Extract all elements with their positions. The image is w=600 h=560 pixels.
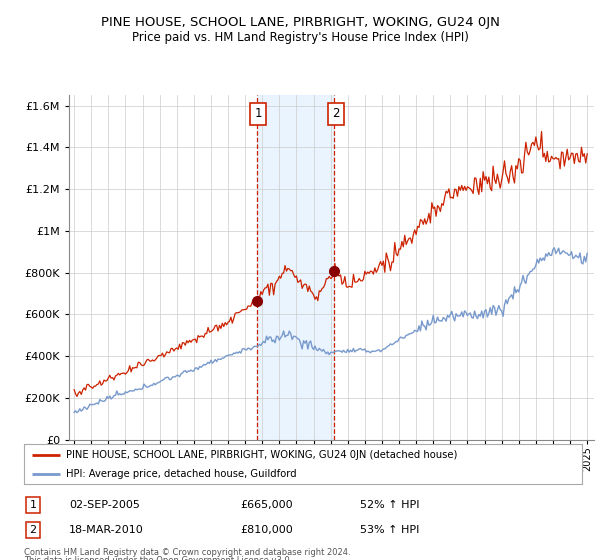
- Bar: [257, 95, 334, 440]
- Text: Price paid vs. HM Land Registry's House Price Index (HPI): Price paid vs. HM Land Registry's House …: [131, 31, 469, 44]
- Text: £810,000: £810,000: [240, 525, 293, 535]
- Text: PINE HOUSE, SCHOOL LANE, PIRBRIGHT, WOKING, GU24 0JN: PINE HOUSE, SCHOOL LANE, PIRBRIGHT, WOKI…: [101, 16, 499, 29]
- Text: HPI: Average price, detached house, Guildford: HPI: Average price, detached house, Guil…: [66, 469, 296, 478]
- Text: £665,000: £665,000: [240, 500, 293, 510]
- Text: 2: 2: [29, 525, 37, 535]
- Text: PINE HOUSE, SCHOOL LANE, PIRBRIGHT, WOKING, GU24 0JN (detached house): PINE HOUSE, SCHOOL LANE, PIRBRIGHT, WOKI…: [66, 450, 457, 460]
- Text: 1: 1: [29, 500, 37, 510]
- Text: 02-SEP-2005: 02-SEP-2005: [69, 500, 140, 510]
- Text: 2: 2: [332, 108, 340, 120]
- Text: 1: 1: [254, 108, 262, 120]
- Text: This data is licensed under the Open Government Licence v3.0.: This data is licensed under the Open Gov…: [24, 556, 292, 560]
- Text: Contains HM Land Registry data © Crown copyright and database right 2024.: Contains HM Land Registry data © Crown c…: [24, 548, 350, 557]
- Text: 53% ↑ HPI: 53% ↑ HPI: [360, 525, 419, 535]
- Text: 18-MAR-2010: 18-MAR-2010: [69, 525, 144, 535]
- Text: 52% ↑ HPI: 52% ↑ HPI: [360, 500, 419, 510]
